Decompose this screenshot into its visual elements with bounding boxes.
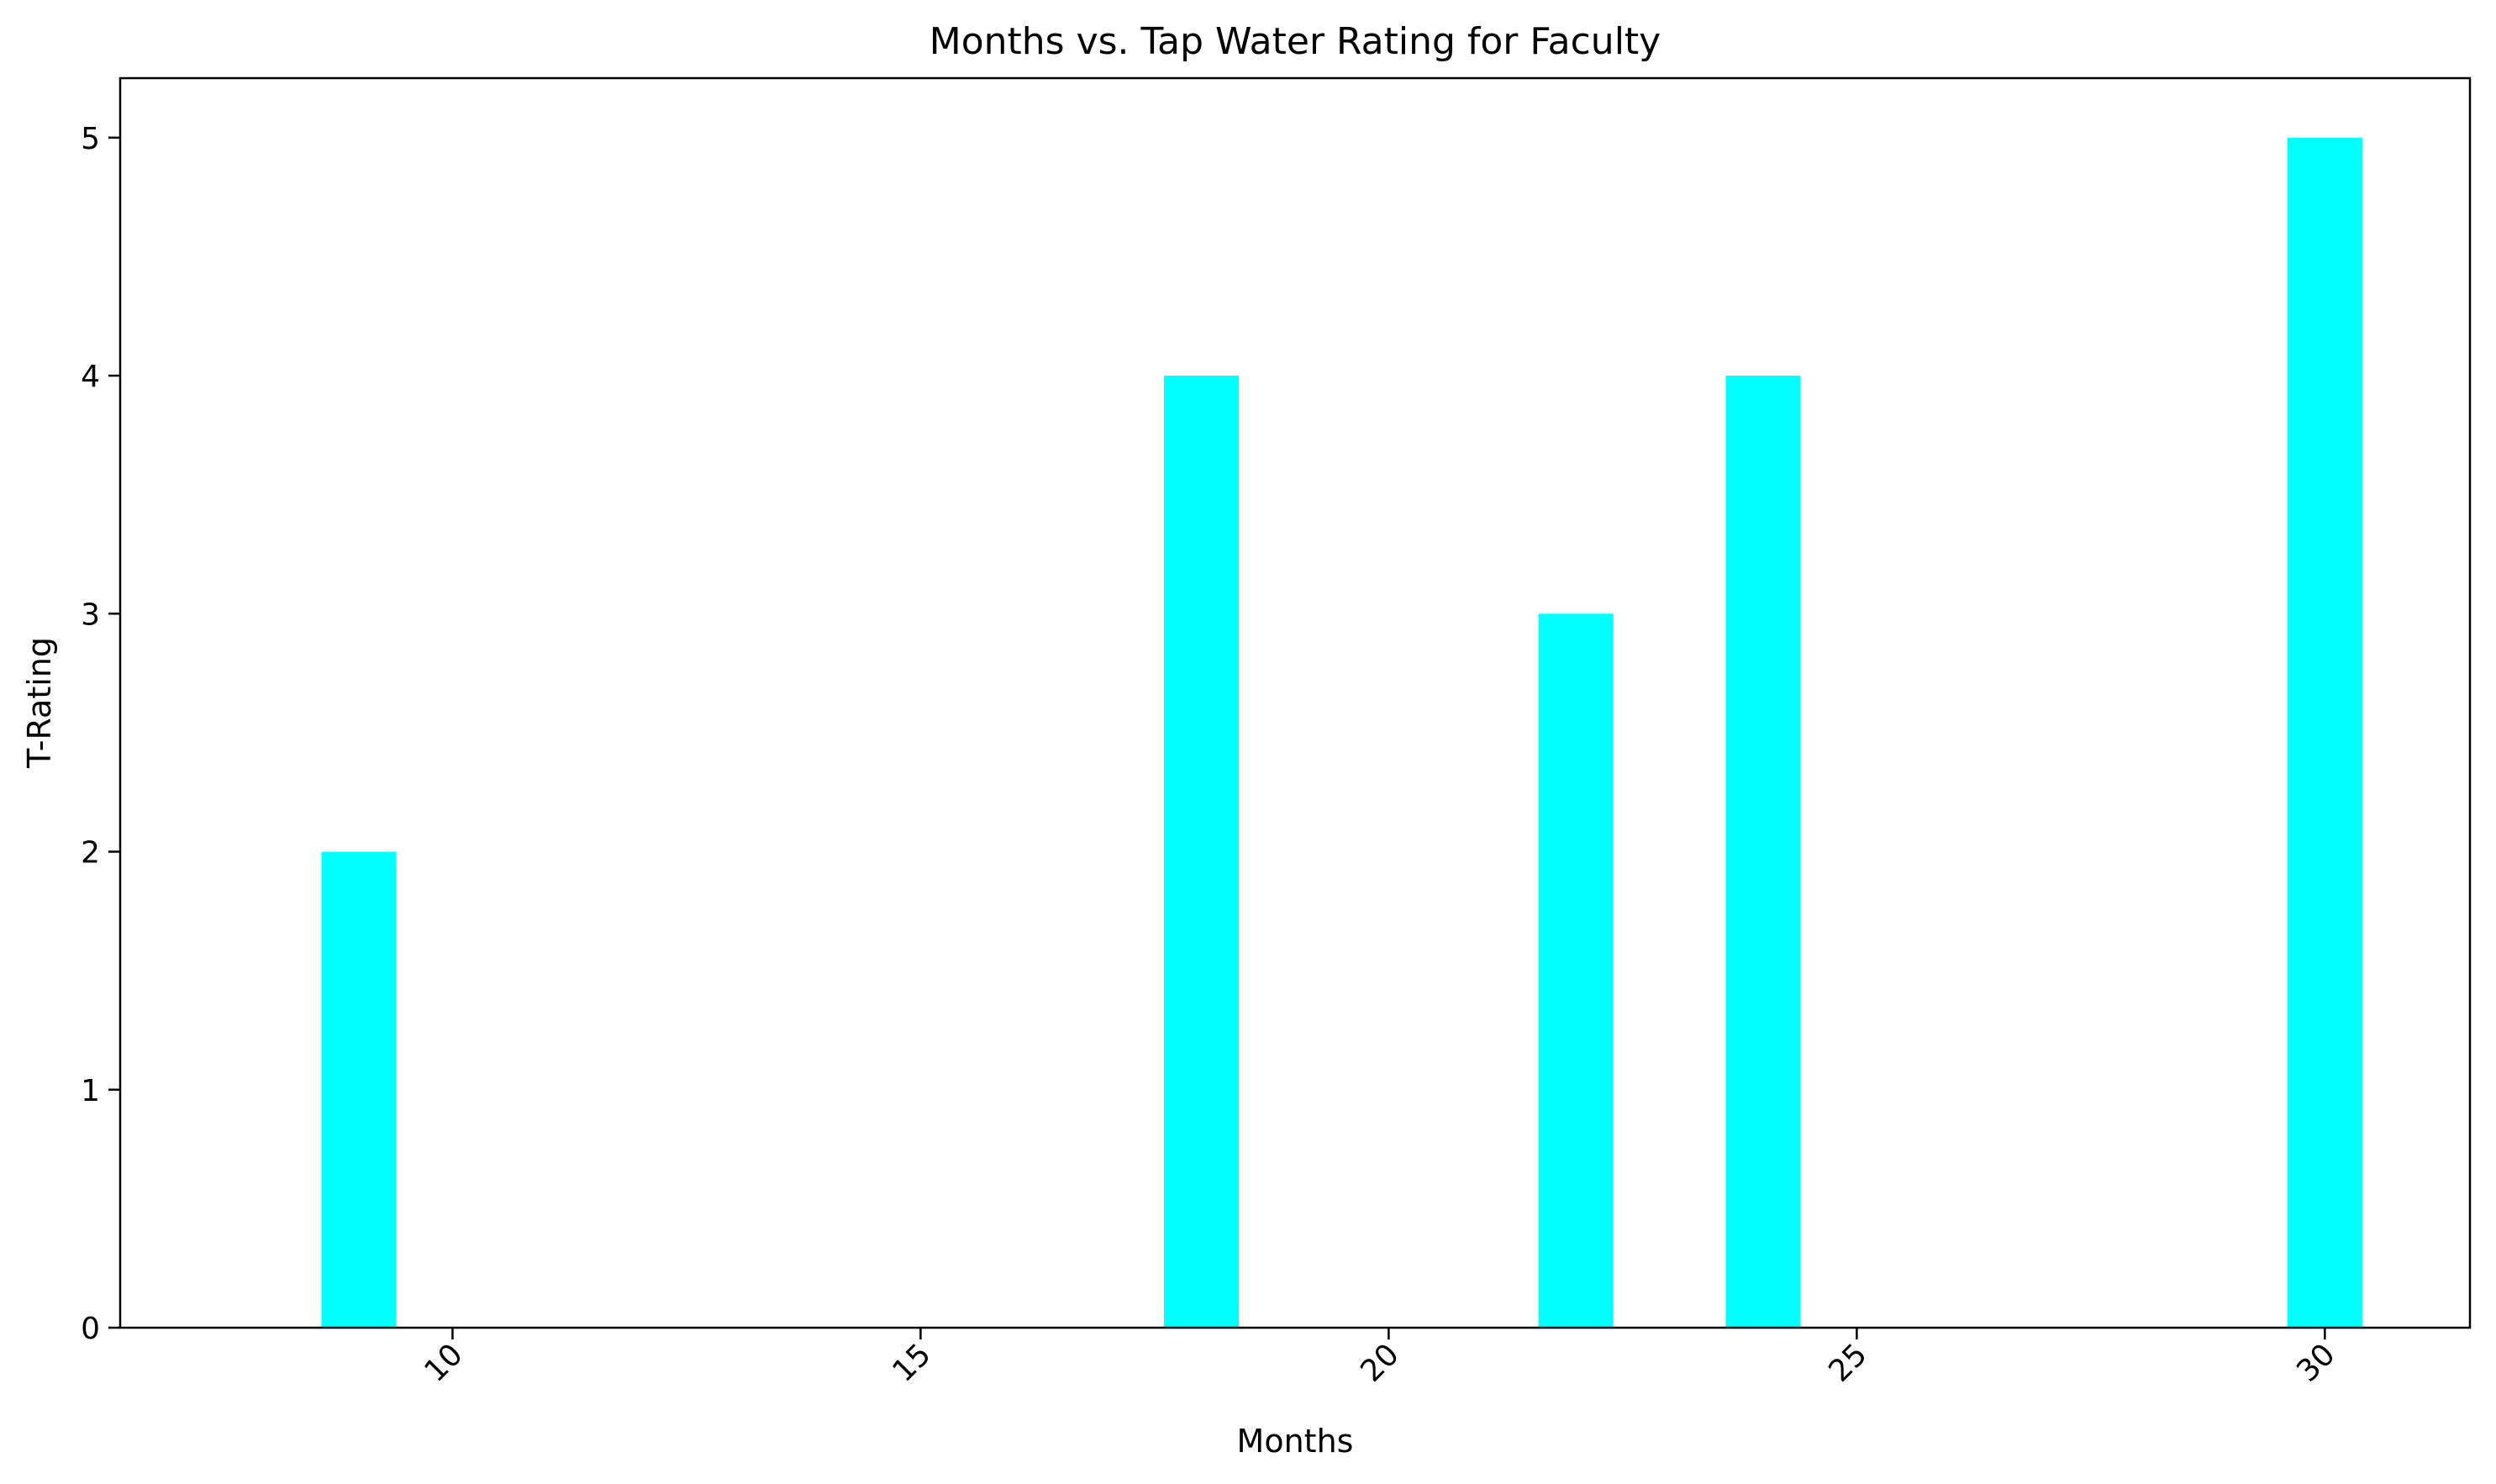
chart-title: Months vs. Tap Water Rating for Faculty [929,20,1661,63]
bar [1538,613,1614,1328]
y-axis-label: T-Rating [21,637,58,769]
y-tick-label: 3 [81,597,100,632]
bar [1164,376,1240,1328]
y-tick-label: 4 [81,360,100,394]
bar [2287,137,2362,1328]
y-axis-ticks: 0 1 2 3 4 5 [81,122,120,1346]
y-tick-label: 0 [81,1312,100,1346]
bars-layer [321,137,2362,1328]
plot-frame [118,76,2472,1329]
y-tick-label: 2 [81,836,100,871]
bar [321,851,397,1328]
y-tick-label: 5 [81,122,100,156]
bar [1725,376,1801,1328]
y-tick-label: 1 [81,1074,100,1108]
x-axis-label: Months [1237,1423,1354,1460]
